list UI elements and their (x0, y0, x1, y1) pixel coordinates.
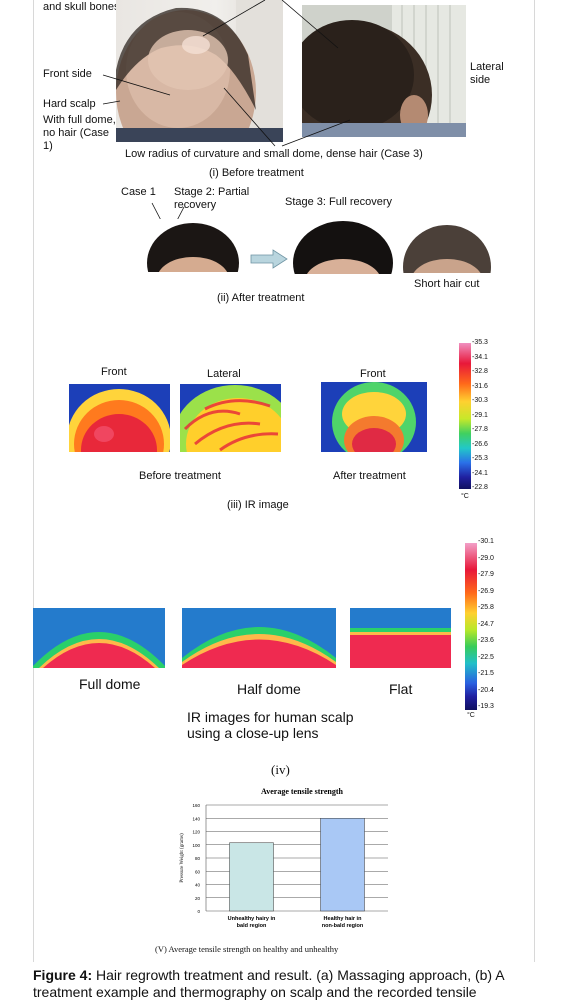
caption-before-treatment: (i) Before treatment (209, 167, 304, 179)
label-stage3: Stage 3: Full recovery (285, 196, 392, 208)
label-full-dome: Full dome (79, 676, 141, 692)
y-tick-label: 80 (195, 856, 201, 861)
tensile-strength-chart: Average tensile strength 0 20 40 60 80 100 120 1… (180, 787, 388, 929)
ir-flat (350, 608, 451, 668)
label-front-left: Front (101, 366, 127, 378)
y-tick-label: 120 (192, 830, 200, 835)
label-front-right: Front (360, 368, 386, 380)
scale-tick-label: -26.9 (478, 587, 494, 595)
stage3-photo (293, 219, 394, 274)
label-skull-bones: and skull bones (43, 1, 120, 13)
scale-tick-label: -26.6 (472, 440, 488, 448)
arrow-icon (250, 249, 288, 269)
x-tick-label: bald region (237, 923, 267, 929)
label-after-treatment-ir: After treatment (333, 470, 406, 482)
figure-caption-text: Hair regrowth treatment and result. (a) … (33, 967, 504, 1000)
label-low-radius: Low radius of curvature and small dome, … (125, 148, 423, 160)
ir-scale-bar-iii (459, 343, 471, 489)
caption-after-treatment: (ii) After treatment (217, 292, 305, 304)
y-tick-label: 40 (195, 883, 201, 888)
bald-head-photo (116, 0, 283, 142)
figure-caption: Figure 4: Hair regrowth treatment and re… (33, 967, 533, 1001)
label-front-side: Front side (43, 68, 92, 80)
caption-ir-image: (iii) IR image (227, 499, 289, 511)
y-tick-label: 20 (195, 896, 201, 901)
label-half-dome: Half dome (237, 681, 301, 697)
scale-tick-label: -23.6 (478, 637, 494, 644)
scale-tick-label: -30.1 (478, 538, 494, 545)
scale-tick-label: -27.8 (472, 426, 488, 433)
chart-title: Average tensile strength (261, 787, 343, 796)
scale-unit-iii: °C (461, 493, 469, 500)
ir-half-dome (182, 608, 336, 668)
x-tick-label: Unhealthy hairy in (228, 916, 276, 922)
scale-tick-label: -35.3 (472, 339, 488, 346)
ir-scale-bar-iv (465, 543, 477, 710)
scale-tick-label: -24.7 (478, 620, 494, 628)
scale-tick-label: -32.8 (472, 368, 488, 375)
ir-full-dome (33, 608, 165, 668)
scale-tick-label: -34.1 (472, 353, 488, 361)
scale-tick-label: -31.6 (472, 382, 488, 390)
y-tick-label: 140 (192, 816, 200, 821)
scale-unit-iv: °C (467, 712, 475, 719)
label-hard-scalp: Hard scalp (43, 98, 96, 110)
ir-lateral-before (180, 384, 281, 452)
figure-frame (33, 0, 535, 962)
label-stage2: Stage 2: Partial recovery (174, 186, 250, 211)
label-flat: Flat (389, 681, 413, 697)
label-lateral: Lateral (207, 368, 241, 380)
stage2-photo (147, 219, 239, 272)
ir-closeup-caption: IR images for human scalp using a close-… (187, 709, 354, 741)
caption-v: (V) Average tensile strength on healthy … (155, 944, 339, 954)
scale-tick-label: -20.4 (478, 686, 494, 694)
bar (320, 818, 365, 912)
scale-tick-label: -19.3 (478, 703, 494, 710)
dense-hair-photo (302, 5, 466, 137)
ir-front-after (321, 382, 427, 452)
y-tick-label: 160 (192, 803, 200, 808)
bar (229, 842, 274, 912)
x-tick-label: non-bald region (322, 923, 364, 929)
scale-tick-label: -21.5 (478, 670, 494, 677)
y-axis-label: Pressure Weight (grams) (180, 833, 185, 883)
panel-i-leader-lines (102, 0, 351, 147)
scale-tick-label: -29.0 (478, 554, 494, 562)
scale-tick-label: -24.1 (472, 469, 488, 477)
label-before-treatment-ir: Before treatment (139, 470, 221, 482)
label-lateral-side: Lateral side (470, 61, 504, 86)
scale-tick-label: -29.1 (472, 411, 488, 419)
scale-tick-label: -25.3 (472, 455, 488, 462)
scale-tick-label: -27.9 (478, 571, 494, 578)
short-haircut-photo (403, 221, 491, 273)
y-tick-label: 0 (197, 909, 200, 914)
x-tick-label: Healthy hair in (324, 916, 363, 922)
label-case1: Case 1 (121, 186, 156, 198)
scale-tick-label: -22.5 (478, 653, 494, 661)
label-short-hair-cut: Short hair cut (414, 278, 480, 290)
y-tick-label: 100 (192, 843, 200, 848)
ir-front-before (69, 384, 170, 452)
scale-tick-label: -22.8 (472, 484, 488, 491)
figure-label: Figure 4: (33, 967, 93, 983)
y-tick-label: 60 (195, 869, 201, 874)
scale-tick-label: -25.8 (478, 604, 494, 611)
caption-iv: (iv) (271, 762, 290, 777)
scale-tick-label: -30.3 (472, 397, 488, 404)
label-full-dome-case1: With full dome, no hair (Case 1) (43, 114, 116, 152)
